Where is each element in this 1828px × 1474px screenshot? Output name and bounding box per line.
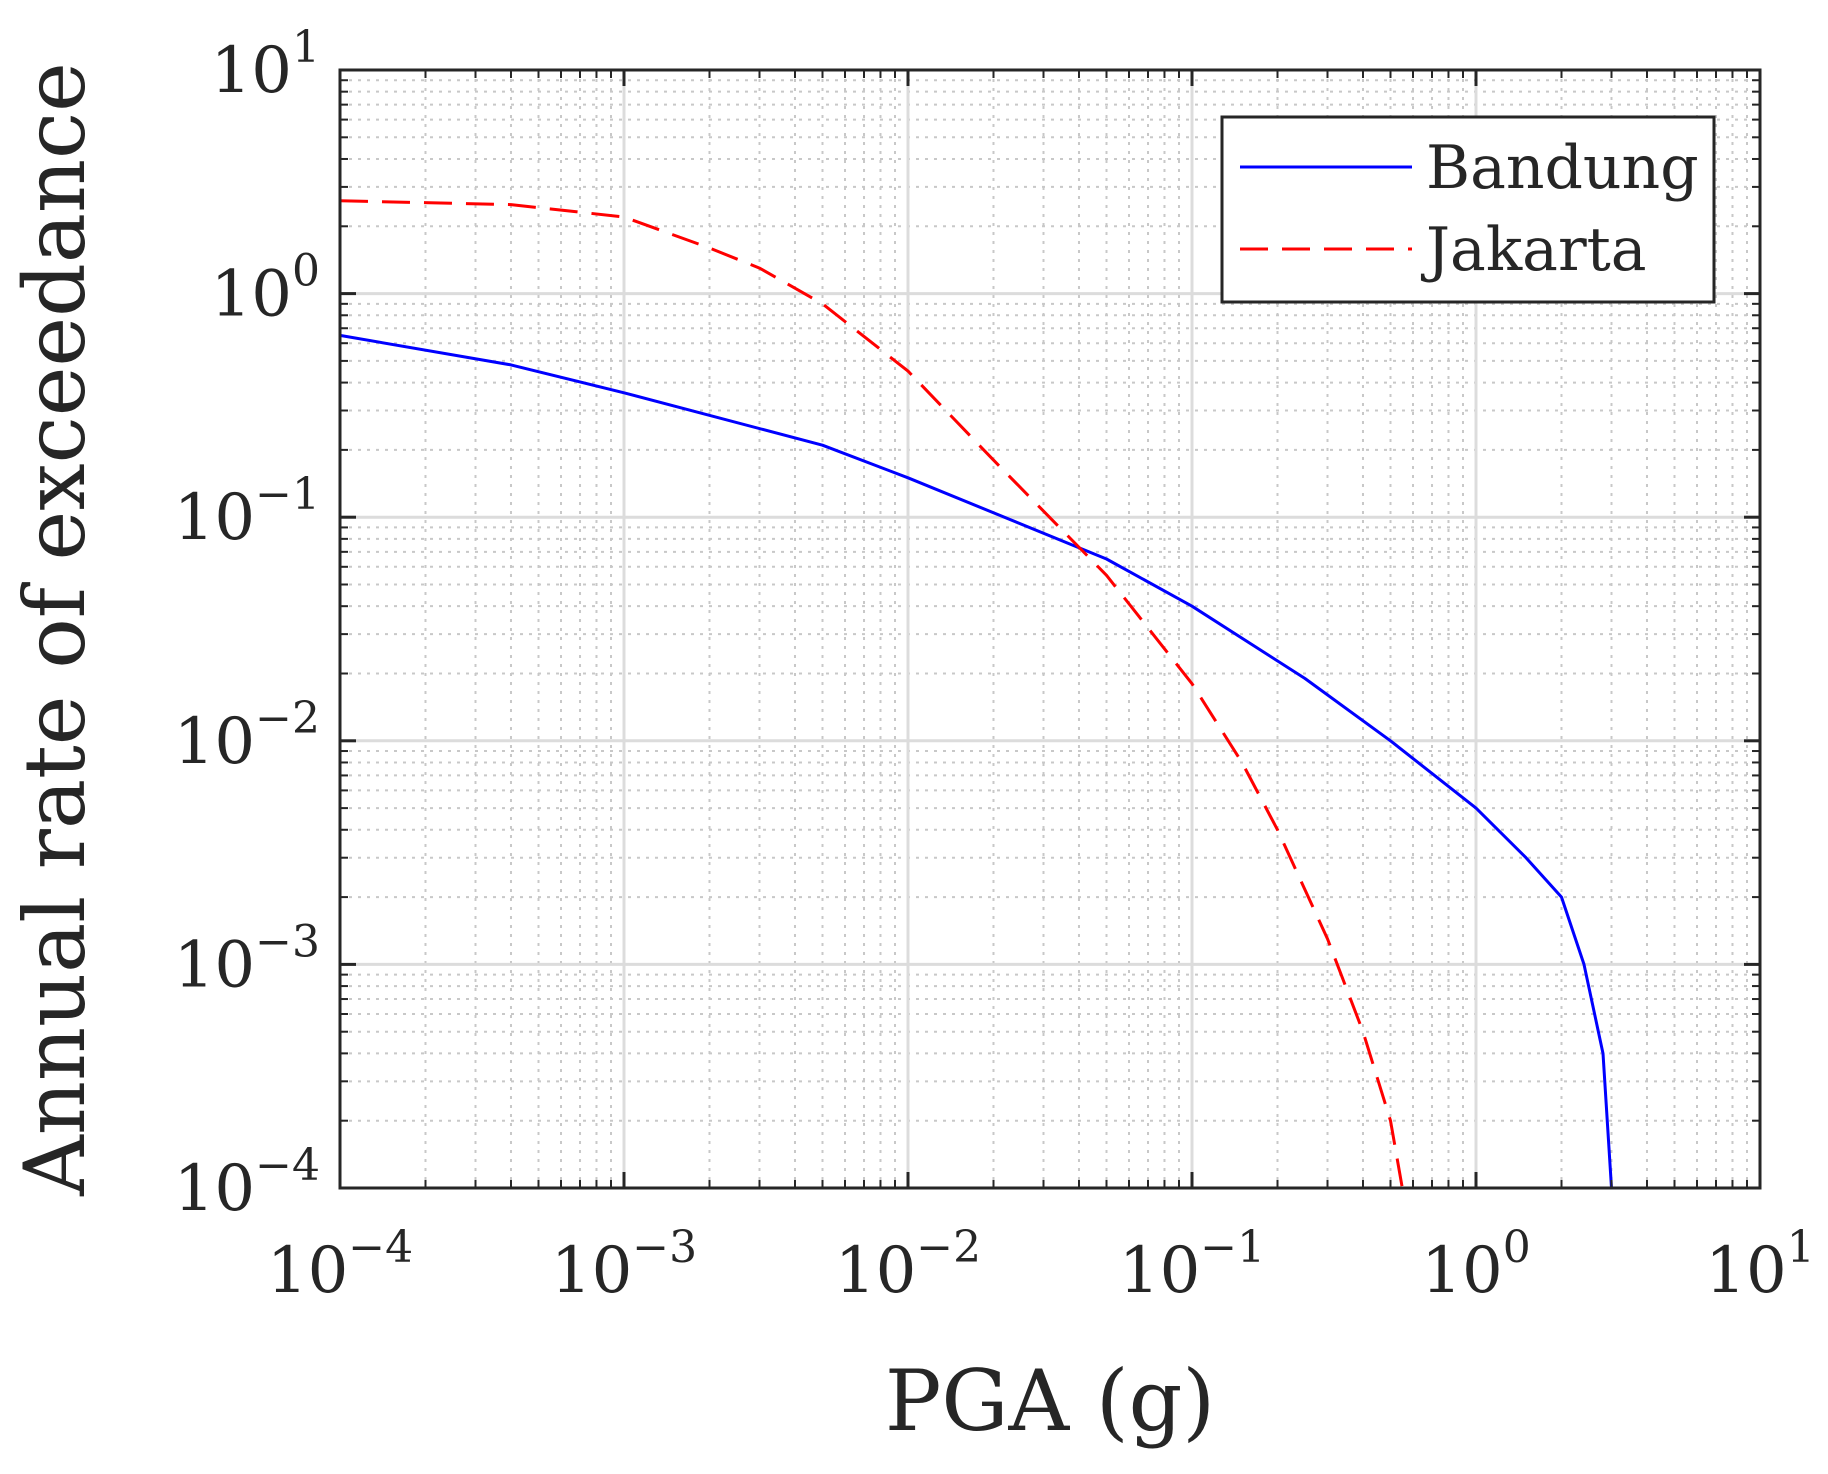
series-line-bandung [339, 333, 1613, 1189]
y-tick-label-exponent: −4 [255, 1140, 320, 1191]
x-tick-label-base: 10 [1421, 1234, 1502, 1308]
x-tick-label-exponent: 0 [1503, 1222, 1531, 1273]
x-tick-label: 101 [1705, 1222, 1814, 1308]
y-tick-label-base: 10 [174, 705, 255, 779]
x-tick-label-exponent: −2 [916, 1222, 981, 1273]
x-tick-label-base: 10 [551, 1234, 632, 1308]
y-tick-label-base: 10 [174, 928, 255, 1002]
x-tick-label: 10−4 [267, 1222, 413, 1308]
y-tick-label-exponent: 1 [292, 22, 320, 73]
y-tick-label-exponent: −3 [255, 916, 320, 967]
y-tick-label: 10−3 [174, 916, 320, 1002]
y-tick-label-exponent: −2 [255, 693, 320, 744]
y-tick-label: 10−4 [174, 1140, 320, 1226]
legend-box [1220, 115, 1716, 304]
legend-label-bandung: Bandung [1426, 133, 1699, 203]
y-tick-label: 10−1 [174, 469, 320, 555]
y-tick-label-base: 10 [174, 1152, 255, 1226]
x-tick-label-base: 10 [835, 1234, 916, 1308]
y-tick-label: 101 [211, 22, 320, 108]
plot-frame [338, 68, 1762, 1190]
x-axis-label: PGA (g) [885, 1352, 1215, 1450]
y-tick-label-exponent: −1 [255, 469, 320, 520]
y-tick-label-base: 10 [174, 481, 255, 555]
y-tick-label-exponent: 0 [292, 246, 320, 297]
series-line-jakarta [339, 199, 1404, 1189]
series-layer [339, 199, 1613, 1189]
x-tick-label-base: 10 [1705, 1234, 1786, 1308]
x-tick-labels: 10−4 10−3 10−2 10−1 100 101 [267, 1222, 1815, 1308]
x-tick-label: 100 [1421, 1222, 1530, 1308]
y-axis-label: Annual rate of exceedance [6, 62, 104, 1197]
legend-label-jakarta: Jakarta [1420, 215, 1647, 285]
x-tick-label: 10−2 [835, 1222, 981, 1308]
x-tick-label-exponent: −3 [632, 1222, 697, 1273]
y-tick-label: 10−2 [174, 693, 320, 779]
x-tick-label-exponent: −1 [1200, 1222, 1265, 1273]
y-tick-label-base: 10 [211, 34, 292, 108]
x-tick-label: 10−1 [1119, 1222, 1265, 1308]
x-tick-label-exponent: 1 [1787, 1222, 1815, 1273]
minor-grid [340, 70, 1760, 1188]
x-tick-label: 10−3 [551, 1222, 697, 1308]
x-tick-label-base: 10 [1119, 1234, 1200, 1308]
y-tick-label: 100 [211, 246, 320, 332]
y-tick-label-base: 10 [211, 258, 292, 332]
x-tick-label-base: 10 [267, 1234, 348, 1308]
legend: Bandung Jakarta [1220, 115, 1716, 304]
x-tick-label-exponent: −4 [348, 1222, 413, 1273]
